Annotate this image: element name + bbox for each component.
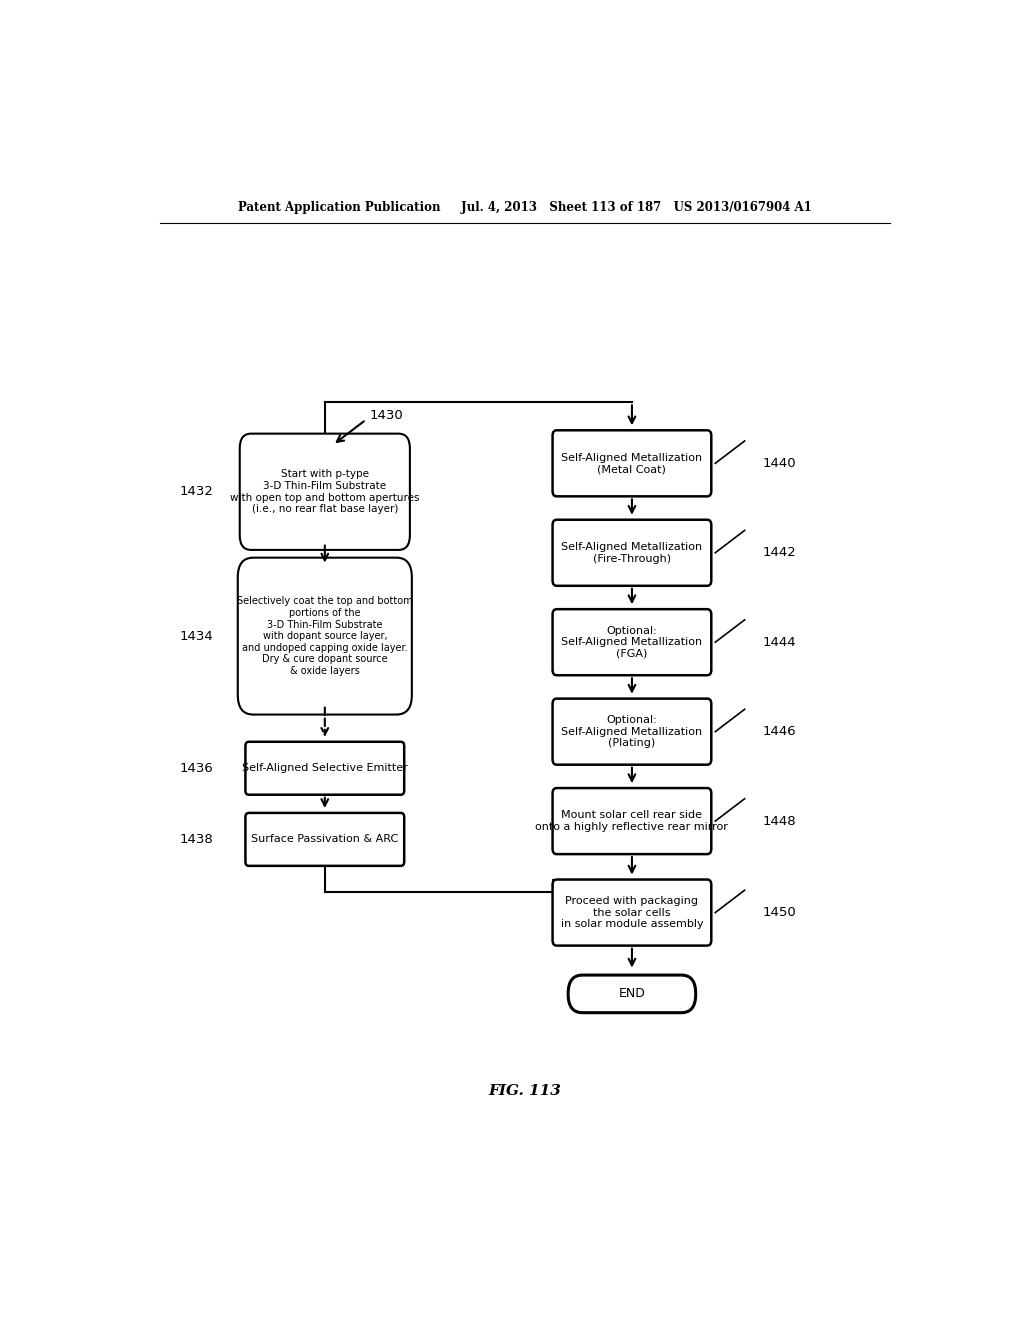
FancyBboxPatch shape (246, 568, 404, 705)
Text: FIG. 113: FIG. 113 (488, 1085, 561, 1098)
Text: Selectively coat the top and bottom
portions of the
3-D Thin-Film Substrate
with: Selectively coat the top and bottom port… (237, 597, 413, 676)
FancyBboxPatch shape (553, 788, 712, 854)
Text: Mount solar cell rear side
onto a highly reflective rear mirror: Mount solar cell rear side onto a highly… (536, 810, 728, 832)
Text: Patent Application Publication     Jul. 4, 2013   Sheet 113 of 187   US 2013/016: Patent Application Publication Jul. 4, 2… (238, 201, 812, 214)
FancyBboxPatch shape (553, 520, 712, 586)
FancyBboxPatch shape (240, 434, 410, 550)
Text: 1442: 1442 (763, 546, 797, 560)
Text: 1446: 1446 (763, 725, 797, 738)
FancyBboxPatch shape (568, 975, 695, 1012)
Text: 1434: 1434 (180, 630, 214, 643)
FancyBboxPatch shape (246, 441, 404, 543)
Text: 1450: 1450 (763, 906, 797, 919)
Text: Proceed with packaging
the solar cells
in solar module assembly: Proceed with packaging the solar cells i… (560, 896, 703, 929)
FancyBboxPatch shape (553, 879, 712, 945)
FancyBboxPatch shape (553, 430, 712, 496)
FancyBboxPatch shape (553, 698, 712, 764)
Text: 1444: 1444 (763, 636, 797, 648)
Text: Self-Aligned Selective Emitter: Self-Aligned Selective Emitter (242, 763, 408, 774)
Text: END: END (618, 987, 645, 1001)
Text: Self-Aligned Metallization
(Metal Coat): Self-Aligned Metallization (Metal Coat) (561, 453, 702, 474)
Text: 1448: 1448 (763, 814, 797, 828)
Text: Optional:
Self-Aligned Metallization
(FGA): Optional: Self-Aligned Metallization (FG… (561, 626, 702, 659)
Text: Start with p-type
3-D Thin-Film Substrate
with open top and bottom apertures
(i.: Start with p-type 3-D Thin-Film Substrat… (230, 470, 420, 515)
Text: 1430: 1430 (370, 409, 403, 422)
FancyBboxPatch shape (246, 742, 404, 795)
Text: Optional:
Self-Aligned Metallization
(Plating): Optional: Self-Aligned Metallization (Pl… (561, 715, 702, 748)
Text: Self-Aligned Metallization
(Fire-Through): Self-Aligned Metallization (Fire-Through… (561, 543, 702, 564)
Text: Surface Passivation & ARC: Surface Passivation & ARC (251, 834, 398, 845)
FancyBboxPatch shape (553, 609, 712, 676)
Text: 1432: 1432 (180, 486, 214, 498)
Text: 1438: 1438 (180, 833, 214, 846)
FancyBboxPatch shape (246, 813, 404, 866)
FancyBboxPatch shape (238, 557, 412, 714)
Text: 1436: 1436 (180, 762, 214, 775)
Text: 1440: 1440 (763, 457, 797, 470)
